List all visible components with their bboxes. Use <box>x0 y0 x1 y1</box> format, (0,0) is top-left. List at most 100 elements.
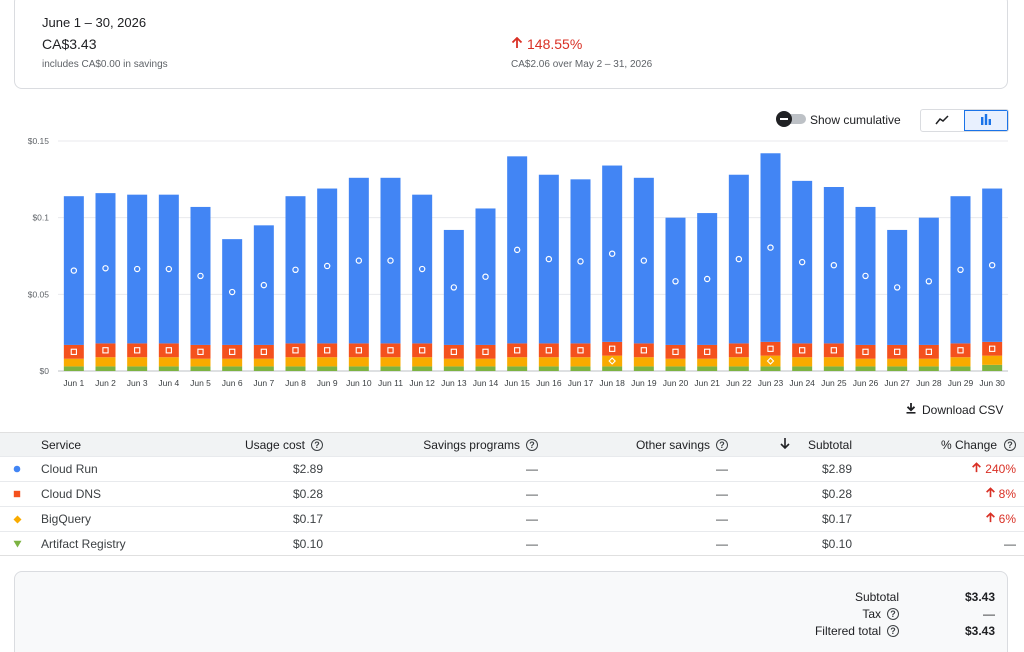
service-name: BigQuery <box>41 512 92 526</box>
bar-segment <box>823 366 844 371</box>
bar-segment <box>855 206 876 345</box>
x-tick-label: Jun 7 <box>253 378 274 388</box>
header-subtotal[interactable]: Subtotal <box>780 433 852 456</box>
bar-segment <box>95 343 116 358</box>
help-icon[interactable]: ? <box>887 625 899 637</box>
bar-segment <box>760 366 781 371</box>
bar-segment <box>570 179 591 344</box>
series-marker <box>735 255 743 263</box>
header-pct-change[interactable]: % Change ? <box>941 433 1016 456</box>
x-tick-label: Jun 6 <box>222 378 243 388</box>
table-row[interactable]: Cloud Run $2.89 — — $2.89 240% <box>0 456 1024 481</box>
series-marker <box>609 345 616 352</box>
filtered-total-label: Filtered total <box>814 624 881 638</box>
line-chart-icon <box>935 112 949 130</box>
bar-segment <box>158 194 179 344</box>
help-icon[interactable]: ? <box>716 438 728 451</box>
x-tick-label: Jun 22 <box>726 378 752 388</box>
series-marker <box>545 255 553 263</box>
line-view-button[interactable] <box>921 110 964 131</box>
header-usage-cost[interactable]: Usage cost ? <box>245 433 323 456</box>
pct-change-text: 240% <box>985 462 1016 476</box>
bar-segment <box>285 343 306 358</box>
bar-segment <box>63 344 84 359</box>
x-tick-label: Jun 8 <box>285 378 306 388</box>
bar-segment <box>190 366 211 371</box>
bar-segment <box>412 343 433 358</box>
series-marker <box>70 267 78 274</box>
summary-period: June 1 – 30, 2026 <box>42 15 147 30</box>
other-savings-value: — <box>716 462 728 476</box>
series-marker <box>735 347 742 354</box>
series-marker <box>989 345 996 352</box>
savings-value: — <box>526 512 538 526</box>
header-service[interactable]: Service <box>41 437 82 452</box>
bar-segment <box>633 357 654 367</box>
summary-change-pct: 148.55% <box>527 36 583 52</box>
table-row[interactable]: Cloud DNS $0.28 — — $0.28 8% <box>0 481 1024 506</box>
series-marker <box>355 347 362 354</box>
series-marker <box>197 348 204 355</box>
x-tick-label: Jun 14 <box>473 378 499 388</box>
sort-arrow-down-icon <box>780 437 790 452</box>
bar-segment <box>855 366 876 371</box>
bar-segment <box>475 358 496 367</box>
bar-segment <box>538 357 559 367</box>
cumulative-toggle[interactable] <box>776 111 806 127</box>
bar-segment <box>443 229 464 345</box>
bar-segment <box>285 196 306 344</box>
subtotal-value: $0.10 <box>821 536 852 551</box>
bar-segment <box>823 357 844 367</box>
series-marker <box>672 278 679 285</box>
series-marker <box>608 250 616 257</box>
bar-segment <box>697 213 718 345</box>
bar-segment <box>918 366 939 371</box>
y-tick-label: $0.15 <box>28 136 50 146</box>
bar-segment <box>475 208 496 345</box>
bar-segment <box>665 217 686 345</box>
series-marker <box>830 261 838 269</box>
x-tick-label: Jun 18 <box>599 378 625 388</box>
header-other-savings[interactable]: Other savings ? <box>636 433 728 456</box>
bar-segment <box>792 180 813 344</box>
bar-segment <box>317 357 338 367</box>
help-icon[interactable]: ? <box>311 438 323 451</box>
summary-change: 148.55% <box>511 36 582 52</box>
y-tick-label: $0.05 <box>28 289 50 299</box>
help-icon[interactable]: ? <box>887 608 899 620</box>
x-tick-label: Jun 20 <box>663 378 689 388</box>
header-savings-programs[interactable]: Savings programs ? <box>423 433 538 456</box>
bar-segment <box>443 344 464 359</box>
bar-segment <box>317 343 338 358</box>
help-icon[interactable]: ? <box>1004 438 1016 451</box>
toggle-track <box>780 114 806 124</box>
series-marker <box>450 284 458 291</box>
download-csv-button[interactable]: Download CSV <box>905 402 1003 417</box>
summary-change-note: CA$2.06 over May 2 – 31, 2026 <box>511 59 653 70</box>
series-marker <box>545 347 552 354</box>
series-marker <box>957 266 964 273</box>
help-icon[interactable]: ? <box>526 438 538 451</box>
x-tick-label: Jun 11 <box>378 378 403 388</box>
x-tick-label: Jun 17 <box>568 378 594 388</box>
series-marker <box>894 348 901 355</box>
bar-view-button[interactable] <box>963 110 1008 131</box>
series-marker <box>799 347 806 354</box>
bar-segment <box>602 366 623 371</box>
series-marker <box>482 273 489 280</box>
bar-segment <box>982 188 1003 342</box>
series-marker <box>577 258 584 265</box>
series-marker <box>893 284 901 291</box>
x-tick-label: Jun 28 <box>916 378 942 388</box>
table-row[interactable]: Artifact Registry $0.10 — — $0.10 — <box>0 531 1024 556</box>
other-savings-value: — <box>716 536 728 551</box>
bar-segment <box>792 366 813 371</box>
series-marker <box>102 347 109 354</box>
bar-segment <box>697 358 718 367</box>
chart-view-switch <box>920 109 1009 132</box>
table-row[interactable]: BigQuery $0.17 — — $0.17 6% <box>0 506 1024 531</box>
bar-segment <box>348 343 369 358</box>
bar-segment <box>823 187 844 344</box>
bar-segment <box>412 357 433 367</box>
series-marker <box>482 348 489 355</box>
